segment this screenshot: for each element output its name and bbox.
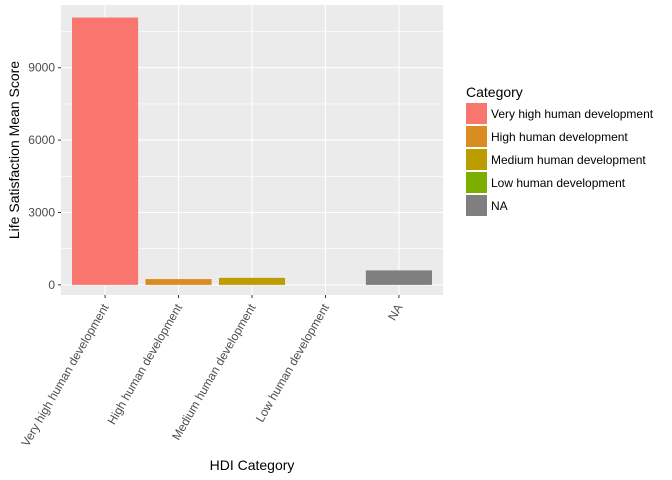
bar — [365, 270, 432, 285]
x-tick-label: High human development — [105, 301, 186, 427]
x-axis-title: HDI Category — [210, 457, 295, 473]
x-tick-label: NA — [385, 302, 405, 323]
legend-title: Category — [466, 84, 523, 100]
bar — [218, 277, 286, 285]
y-axis-ticks: 0 3000 6000 9000 — [28, 61, 61, 292]
bars — [72, 17, 432, 285]
legend-label: Low human development — [491, 176, 626, 190]
legend-swatch — [466, 126, 487, 147]
legend-swatch — [466, 195, 487, 216]
y-axis-title: Life Satisfaction Mean Score — [6, 61, 22, 239]
legend-swatch — [466, 103, 487, 124]
legend-label: Very high human development — [491, 107, 654, 121]
x-tick-label: Medium human development — [169, 301, 259, 443]
legend-label: NA — [491, 199, 508, 213]
legend-swatch — [466, 172, 487, 193]
y-tick-label: 6000 — [28, 133, 55, 147]
legend-label: Medium human development — [491, 153, 646, 167]
legend-swatch — [466, 149, 487, 170]
x-tick-label: Low human development — [253, 301, 333, 425]
bar — [72, 17, 139, 285]
bar — [145, 279, 212, 285]
legend-label: High human development — [491, 130, 628, 144]
x-tick-label: Very high human development — [18, 301, 112, 449]
y-tick-label: 3000 — [28, 205, 55, 219]
y-tick-label: 9000 — [28, 61, 55, 75]
legend: Category Very high human development High… — [466, 84, 654, 216]
y-tick-label: 0 — [48, 278, 55, 292]
